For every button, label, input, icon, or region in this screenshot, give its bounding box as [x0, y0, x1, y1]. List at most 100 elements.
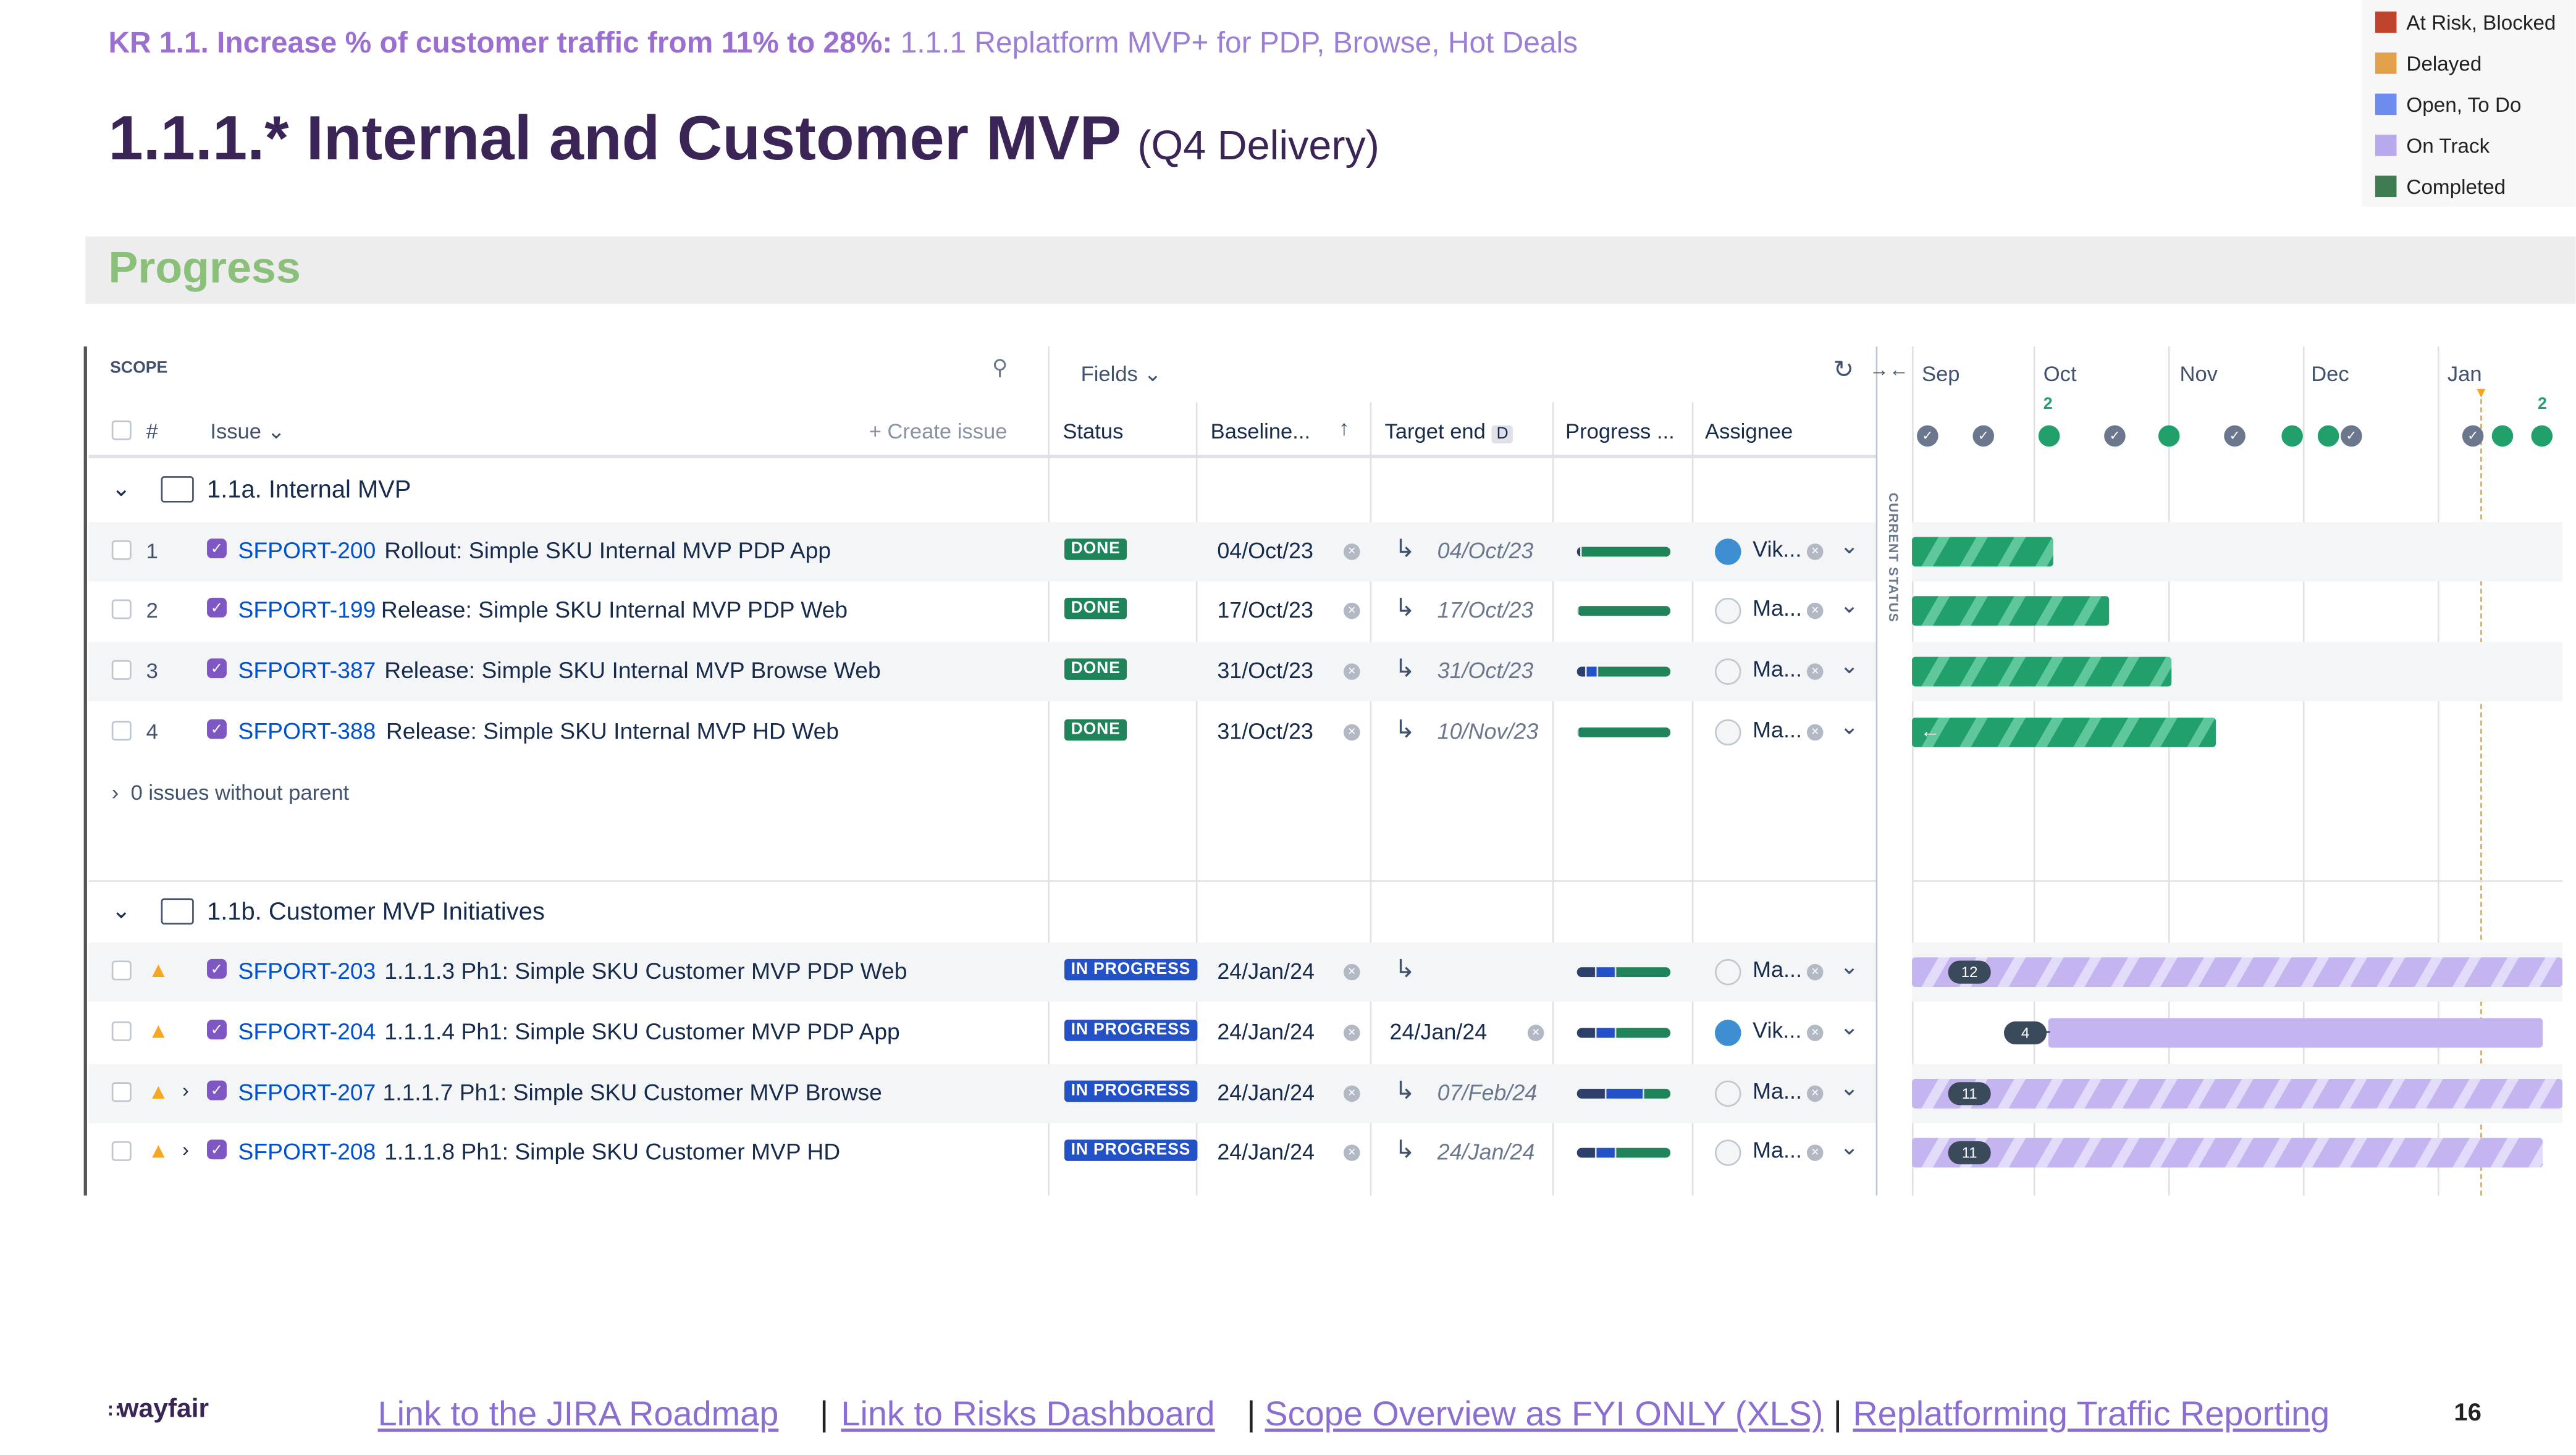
- clear-icon[interactable]: ×: [1344, 663, 1360, 680]
- target-date[interactable]: 04/Oct/23: [1437, 539, 1534, 564]
- target-date[interactable]: 24/Jan/24: [1389, 1020, 1488, 1045]
- risks-dashboard-link[interactable]: Link to Risks Dashboard: [841, 1396, 1215, 1434]
- select-all-checkbox[interactable]: [111, 420, 132, 440]
- status-lozenge[interactable]: DONE: [1064, 597, 1127, 619]
- schedule-bar[interactable]: [1912, 1138, 2543, 1168]
- schedule-bar[interactable]: [1912, 537, 2053, 567]
- refresh-icon[interactable]: ↻: [1833, 356, 1854, 385]
- chevron-down-icon[interactable]: ⌄: [111, 474, 132, 501]
- issues-without-parent[interactable]: › 0 issues without parent: [111, 780, 350, 805]
- chevron-down-icon[interactable]: ⌄: [1840, 652, 1859, 679]
- group-internal-mvp[interactable]: ⌄ 1.1a. Internal MVP: [89, 461, 1876, 521]
- schedule-bar[interactable]: [1912, 1078, 2563, 1109]
- fields-dropdown[interactable]: Fields ⌄: [1080, 361, 1162, 386]
- table-row[interactable]: 3 ✓ SFPORT-387 Release: Simple SKU Inter…: [88, 642, 1876, 702]
- issue-key-link[interactable]: SFPORT-204: [238, 1018, 376, 1045]
- chevron-down-icon[interactable]: ⌄: [1840, 591, 1859, 618]
- table-row[interactable]: 1 ✓ SFPORT-200 Rollout: Simple SKU Inter…: [88, 522, 1876, 582]
- child-count-badge[interactable]: 12: [1948, 960, 1991, 984]
- target-date[interactable]: 31/Oct/23: [1437, 658, 1534, 684]
- clear-icon[interactable]: ×: [1806, 1144, 1824, 1161]
- target-date[interactable]: 10/Nov/23: [1437, 719, 1539, 744]
- scope-overview-link[interactable]: Scope Overview as FYI ONLY (XLS): [1265, 1396, 1824, 1434]
- child-count-badge[interactable]: 11: [1948, 1082, 1991, 1105]
- chevron-down-icon[interactable]: ⌄: [1840, 1013, 1859, 1040]
- issue-key-link[interactable]: SFPORT-199: [238, 596, 376, 623]
- row-checkbox[interactable]: [111, 1021, 132, 1041]
- release-dot[interactable]: [2491, 425, 2514, 447]
- table-row[interactable]: ▲ ✓ SFPORT-204 1.1.1.4 Ph1: Simple SKU C…: [89, 1004, 1876, 1063]
- target-date[interactable]: 17/Oct/23: [1437, 597, 1534, 623]
- table-row[interactable]: 4 ✓ SFPORT-388 Release: Simple SKU Inter…: [89, 703, 1876, 762]
- issue-key-link[interactable]: SFPORT-200: [238, 537, 376, 564]
- clear-icon[interactable]: ×: [1806, 1025, 1824, 1041]
- release-done-icon[interactable]: ✓: [2341, 425, 2362, 447]
- release-dot[interactable]: [2317, 425, 2339, 447]
- baseline-date[interactable]: 31/Oct/23: [1217, 658, 1313, 684]
- assignee-name[interactable]: Ma...: [1753, 717, 1802, 742]
- assignee-name[interactable]: Ma...: [1753, 596, 1802, 621]
- schedule-bar[interactable]: [1912, 596, 2110, 626]
- baseline-date[interactable]: 24/Jan/24: [1217, 1139, 1315, 1165]
- assignee-name[interactable]: Ma...: [1753, 957, 1802, 983]
- clear-icon[interactable]: ×: [1806, 663, 1824, 680]
- issue-key-link[interactable]: SFPORT-207: [238, 1078, 376, 1105]
- assignee-name[interactable]: Ma...: [1753, 656, 1802, 682]
- chevron-down-icon[interactable]: ⌄: [1840, 952, 1859, 979]
- schedule-bar[interactable]: [1912, 957, 2563, 987]
- col-assignee[interactable]: Assignee: [1705, 419, 1793, 443]
- warning-icon[interactable]: ▲: [148, 1078, 169, 1104]
- row-checkbox[interactable]: [111, 540, 132, 560]
- assignee-name[interactable]: Ma...: [1753, 1138, 1802, 1163]
- release-done-icon[interactable]: ✓: [1917, 425, 1938, 447]
- assignee-name[interactable]: Vik...: [1753, 1018, 1802, 1043]
- clear-icon[interactable]: ×: [1344, 963, 1360, 981]
- chevron-down-icon[interactable]: ⌄: [111, 896, 132, 923]
- issue-summary[interactable]: 1.1.1.3 Ph1: Simple SKU Customer MVP PDP…: [384, 957, 907, 984]
- row-checkbox[interactable]: [111, 1141, 132, 1161]
- row-checkbox[interactable]: [111, 599, 132, 619]
- table-row[interactable]: ▲ › ✓ SFPORT-207 1.1.1.7 Ph1: Simple SKU…: [88, 1064, 1876, 1123]
- clear-icon[interactable]: ×: [1344, 724, 1360, 741]
- table-row[interactable]: 2 ✓ SFPORT-199 Release: Simple SKU Inter…: [89, 581, 1876, 640]
- clear-icon[interactable]: ×: [1344, 543, 1360, 560]
- schedule-bar[interactable]: [1912, 656, 2172, 687]
- jira-roadmap-link[interactable]: Link to the JIRA Roadmap: [377, 1396, 779, 1434]
- release-done-icon[interactable]: ✓: [2224, 425, 2246, 447]
- status-lozenge[interactable]: IN PROGRESS: [1064, 958, 1197, 981]
- table-row[interactable]: ▲ › ✓ SFPORT-208 1.1.1.8 Ph1: Simple SKU…: [89, 1123, 1876, 1183]
- clear-icon[interactable]: ×: [1806, 724, 1824, 741]
- target-date[interactable]: 07/Feb/24: [1437, 1080, 1538, 1105]
- issue-summary[interactable]: Rollout: Simple SKU Internal MVP PDP App: [384, 537, 831, 564]
- clear-icon[interactable]: ×: [1344, 602, 1360, 619]
- chevron-down-icon[interactable]: ⌄: [1840, 1133, 1859, 1160]
- status-lozenge[interactable]: DONE: [1064, 658, 1127, 680]
- baseline-date[interactable]: 24/Jan/24: [1217, 1020, 1315, 1045]
- col-status[interactable]: Status: [1063, 419, 1124, 443]
- create-issue-button[interactable]: + Create issue: [869, 419, 1008, 443]
- release-dot[interactable]: [2158, 425, 2180, 447]
- schedule-bar[interactable]: [2048, 1018, 2543, 1048]
- clear-icon[interactable]: ×: [1806, 543, 1824, 560]
- chevron-down-icon[interactable]: ⌄: [1840, 713, 1859, 739]
- chevron-down-icon[interactable]: ⌄: [1840, 1073, 1859, 1101]
- issue-summary[interactable]: Release: Simple SKU Internal MVP Browse …: [384, 656, 881, 684]
- release-dot[interactable]: [2038, 425, 2060, 447]
- clear-icon[interactable]: ×: [1806, 1085, 1824, 1102]
- group-customer-mvp[interactable]: ⌄ 1.1b. Customer MVP Initiatives: [89, 884, 1876, 943]
- issue-summary[interactable]: 1.1.1.4 Ph1: Simple SKU Customer MVP PDP…: [384, 1018, 900, 1045]
- issue-key-link[interactable]: SFPORT-388: [238, 717, 376, 744]
- chevron-right-icon[interactable]: ›: [182, 1078, 189, 1102]
- clear-icon[interactable]: ×: [1344, 1144, 1360, 1161]
- baseline-date[interactable]: 24/Jan/24: [1217, 1080, 1315, 1105]
- clear-icon[interactable]: ×: [1527, 1025, 1544, 1041]
- status-lozenge[interactable]: IN PROGRESS: [1064, 1139, 1197, 1161]
- row-checkbox[interactable]: [111, 721, 132, 741]
- assignee-name[interactable]: Ma...: [1753, 1078, 1802, 1104]
- warning-icon[interactable]: ▲: [148, 1138, 169, 1163]
- baseline-date[interactable]: 04/Oct/23: [1217, 539, 1313, 564]
- col-baseline[interactable]: Baseline...: [1210, 419, 1311, 443]
- assignee-name[interactable]: Vik...: [1753, 537, 1802, 562]
- clear-icon[interactable]: ×: [1806, 963, 1824, 981]
- issue-summary[interactable]: Release: Simple SKU Internal MVP PDP Web: [381, 596, 848, 623]
